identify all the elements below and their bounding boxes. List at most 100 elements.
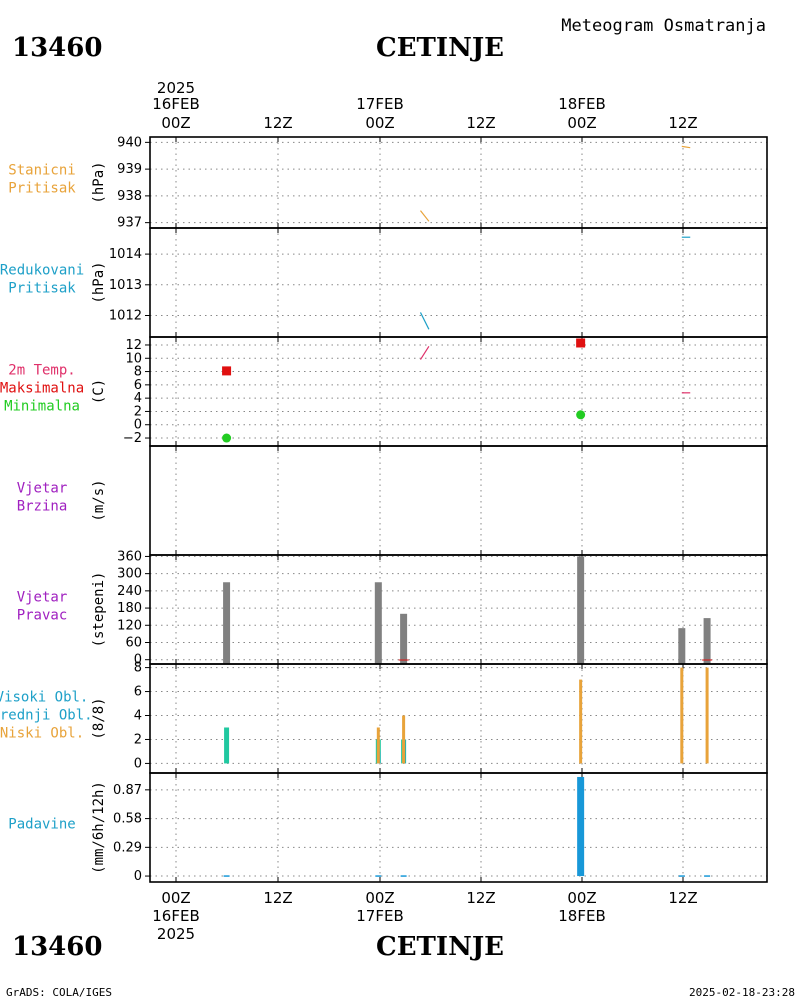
y-tick-label: 120 [117,618,142,633]
y-tick-label: 0.29 [113,840,142,855]
time-tick-label: 2025 [157,79,195,97]
panel-oblaci: 0 2 4 6 8 (8/8)Visoki Obl. Srednji Obl. Niski O… [0,661,768,774]
panel-label: Stanicni [8,163,75,179]
time-tick-label: 00Z [567,889,596,907]
panel-label: 2m Temp. [8,363,75,379]
high-cloud-bar [224,727,230,764]
y-axis-label: (8/8) [91,697,107,739]
panel-frame [149,445,768,556]
low-cloud-bar [579,679,583,764]
panel-label: Brzina [17,499,68,515]
low-cloud-bar [376,727,380,764]
y-tick-label: 12 [125,338,142,353]
y-tick-label: 240 [117,584,142,599]
max-temp-point [222,366,232,376]
y-tick-label: 4 [134,709,142,724]
min-temp-point [222,433,232,443]
max-temp-point [576,338,586,348]
y-tick-label: 2 [134,404,142,419]
panel-padavine: 0 0.29 0.58 0.87 (mm/6h/12h) Padavine [8,772,768,884]
y-tick-label: 0 [134,418,142,433]
y-tick-label: 180 [117,601,142,616]
y-tick-label: 60 [125,635,142,650]
y-tick-label: 0 [134,869,142,884]
footer-timestamp: 2025-02-18-23:28 [689,986,795,999]
y-axis-label: (hPa) [91,161,107,203]
time-tick-label: 12Z [668,114,697,132]
min-temp-point [576,410,586,420]
time-tick-label: 00Z [161,114,190,132]
y-tick-label: 937 [117,216,142,231]
station-id-top: 13460 [12,33,102,63]
y-tick-label: 8 [134,661,142,676]
time-tick-label: 2025 [157,925,195,943]
y-tick-label: 6 [134,378,142,393]
station-id-bottom: 13460 [12,932,102,962]
wind-direction-bar [703,618,711,664]
y-tick-label: 938 [117,189,142,204]
y-tick-label: 1013 [109,278,142,293]
panel-pravac: 0 60 120 180 240 300 360 (stepeni) Vjetar Pravac [17,549,768,668]
low-cloud-bar [705,667,709,764]
panel-label: Pritisak [8,181,76,197]
time-tick-label: 16FEB [152,95,199,113]
wind-direction-bar [223,582,231,664]
panel-label: Vjetar [17,481,68,497]
y-tick-label: 0.58 [113,812,142,827]
panel-stanicni: 937 938 939 940 (hPa) Stanicni Pritisak [8,135,768,231]
y-tick-label: 300 [117,567,142,582]
panel-frame [149,136,768,229]
y-tick-label: 0.87 [113,783,142,798]
y-tick-label: 6 [134,685,142,700]
low-cloud-bar [680,667,684,764]
y-tick-label: 8 [134,365,142,380]
time-tick-label: 12Z [466,889,495,907]
y-tick-label: 1014 [109,247,142,262]
panel-brzina: (m/s) Vjetar Brzina [17,445,768,556]
time-tick-label: 00Z [161,889,190,907]
panel-frame [149,772,768,883]
y-tick-label: 940 [117,135,142,150]
pressure-line [419,210,430,222]
wind-direction-bar [577,556,585,664]
time-tick-label: 18FEB [558,95,605,113]
time-tick-label: 00Z [365,889,394,907]
panel-label: Visoki Obl. [0,690,88,706]
y-tick-label: 360 [117,549,142,564]
wind-direction-bar [374,582,382,664]
temperature-line [419,345,430,360]
panel-frame [149,227,768,338]
panel-label: Padavine [8,817,75,833]
panel-frame [149,336,768,447]
time-tick-label: 00Z [365,114,394,132]
time-tick-label: 12Z [668,889,697,907]
wind-direction-bar [678,628,686,664]
wind-direction-bar [400,613,408,664]
y-axis-label: (mm/6h/12h) [91,781,107,874]
pressure-line [419,312,430,330]
panel-label: Maksimalna [0,381,84,397]
y-tick-label: 2 [134,732,142,747]
y-tick-label: 939 [117,162,142,177]
panel-frame [149,554,768,665]
time-tick-label: 17FEB [356,907,403,925]
time-tick-label: 00Z [567,114,596,132]
panel-label: Srednji Obl. [0,708,93,724]
y-tick-label: 0 [134,653,142,668]
y-tick-label: 0 [134,756,142,771]
pressure-line [681,145,691,149]
station-name-bottom: CETINJE [376,932,504,962]
panel-label: Redukovani [0,263,84,279]
panel-redukovani: 1012 1013 1014(hPa) Redukovani Pritisak [0,227,768,338]
panel-label: Pritisak [8,281,76,297]
footer-credit: GrADS: COLA/IGES [6,986,112,999]
panel-label: Pravac [17,608,68,624]
time-tick-label: 12Z [263,889,292,907]
y-axis-label: (C) [91,379,107,404]
time-tick-label: 16FEB [152,907,199,925]
time-tick-label: 18FEB [558,907,605,925]
y-tick-label: 4 [134,391,142,406]
time-tick-label: 17FEB [356,95,403,113]
